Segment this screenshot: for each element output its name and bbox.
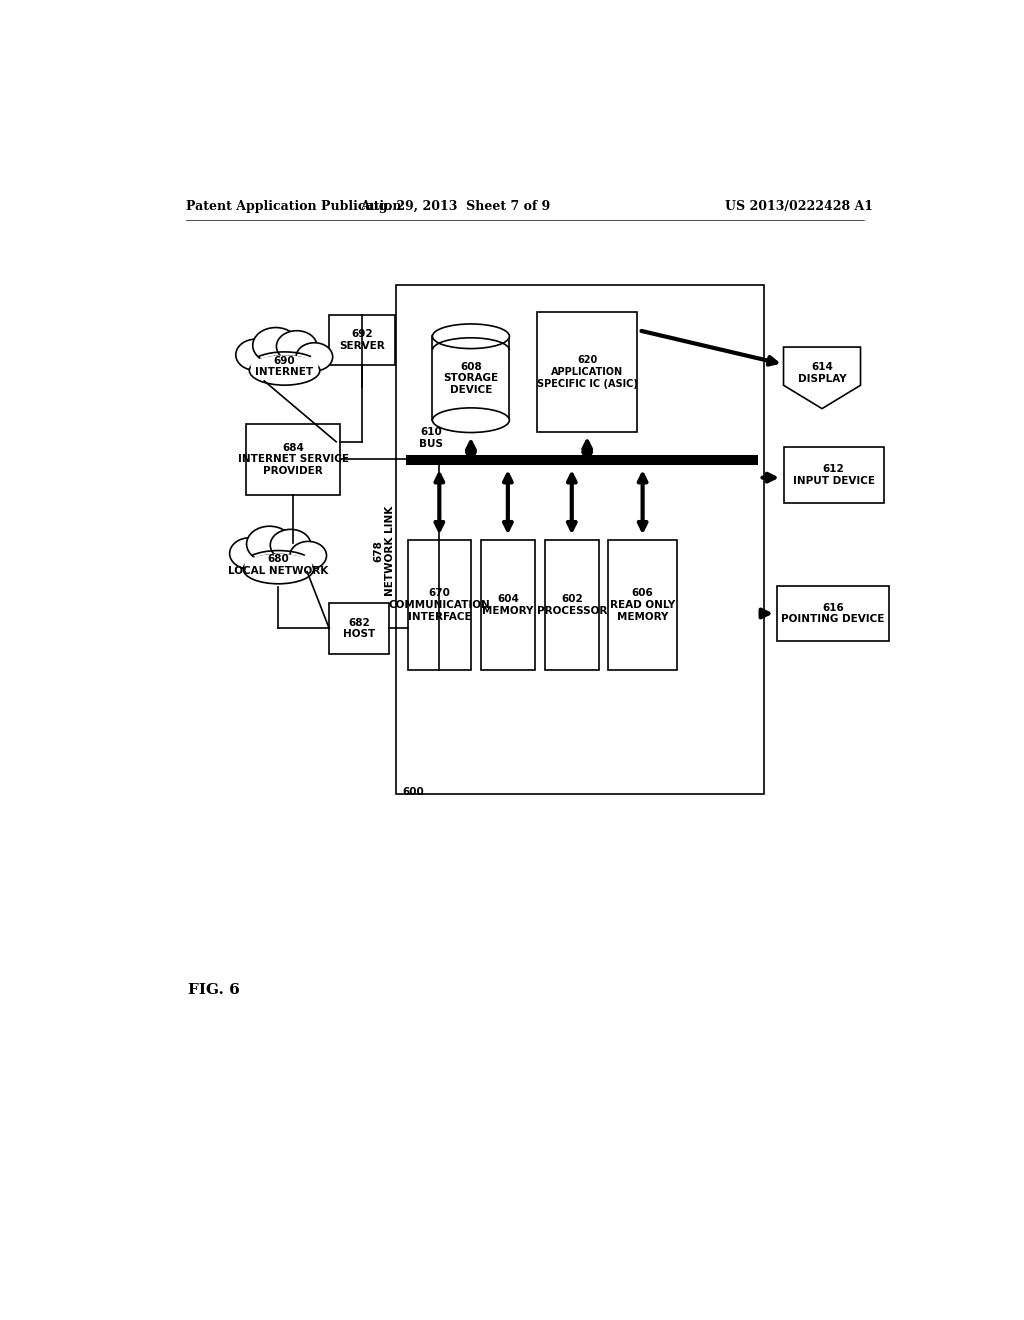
Text: 670
COMMUNICATION
INTERFACE: 670 COMMUNICATION INTERFACE (388, 589, 490, 622)
Text: 620
APPLICATION
SPECIFIC IC (ASIC): 620 APPLICATION SPECIFIC IC (ASIC) (537, 355, 638, 388)
Bar (783, 447, 884, 503)
Ellipse shape (296, 343, 333, 371)
Ellipse shape (432, 323, 509, 348)
Text: 614
DISPLAY: 614 DISPLAY (798, 362, 846, 384)
Bar (432, 337, 509, 420)
Bar (777, 586, 889, 642)
Bar (481, 540, 535, 671)
Ellipse shape (236, 339, 276, 371)
Ellipse shape (432, 408, 509, 433)
Text: 604
MEMORY: 604 MEMORY (482, 594, 534, 616)
Bar (408, 540, 471, 671)
Ellipse shape (247, 352, 322, 380)
Text: 678
NETWORK LINK: 678 NETWORK LINK (374, 506, 395, 597)
Bar (330, 314, 394, 364)
Text: US 2013/0222428 A1: US 2013/0222428 A1 (725, 199, 872, 213)
Text: 680
LOCAL NETWORK: 680 LOCAL NETWORK (228, 554, 329, 576)
Ellipse shape (241, 550, 315, 579)
Text: 600: 600 (402, 788, 424, 797)
Ellipse shape (276, 331, 317, 362)
Ellipse shape (290, 541, 327, 570)
Ellipse shape (270, 529, 311, 561)
Text: 684
INTERNET SERVICE
PROVIDER: 684 INTERNET SERVICE PROVIDER (238, 444, 348, 477)
Text: 682
HOST: 682 HOST (343, 618, 376, 639)
Polygon shape (783, 347, 860, 409)
Bar (608, 540, 677, 671)
Ellipse shape (243, 554, 313, 583)
Ellipse shape (251, 355, 318, 378)
Bar (246, 424, 340, 495)
Text: 602
PROCESSOR: 602 PROCESSOR (537, 594, 607, 616)
Text: 612
INPUT DEVICE: 612 INPUT DEVICE (793, 465, 874, 486)
Text: FIG. 6: FIG. 6 (188, 983, 240, 997)
Ellipse shape (229, 537, 270, 569)
Ellipse shape (245, 554, 312, 576)
Text: 606
READ ONLY
MEMORY: 606 READ ONLY MEMORY (610, 589, 675, 622)
Text: 690
INTERNET: 690 INTERNET (256, 355, 313, 378)
Bar (407, 455, 758, 465)
Text: 616
POINTING DEVICE: 616 POINTING DEVICE (781, 603, 885, 624)
Ellipse shape (253, 327, 299, 363)
Bar (330, 603, 389, 653)
Bar (538, 313, 637, 432)
Ellipse shape (249, 356, 319, 385)
Bar (545, 540, 599, 671)
Text: 692
SERVER: 692 SERVER (339, 329, 385, 351)
Ellipse shape (247, 527, 293, 562)
Text: 610
BUS: 610 BUS (419, 428, 443, 449)
Text: Patent Application Publication: Patent Application Publication (186, 199, 401, 213)
Bar (396, 285, 764, 793)
Text: Aug. 29, 2013  Sheet 7 of 9: Aug. 29, 2013 Sheet 7 of 9 (360, 199, 551, 213)
Text: 608
STORAGE
DEVICE: 608 STORAGE DEVICE (443, 362, 499, 395)
